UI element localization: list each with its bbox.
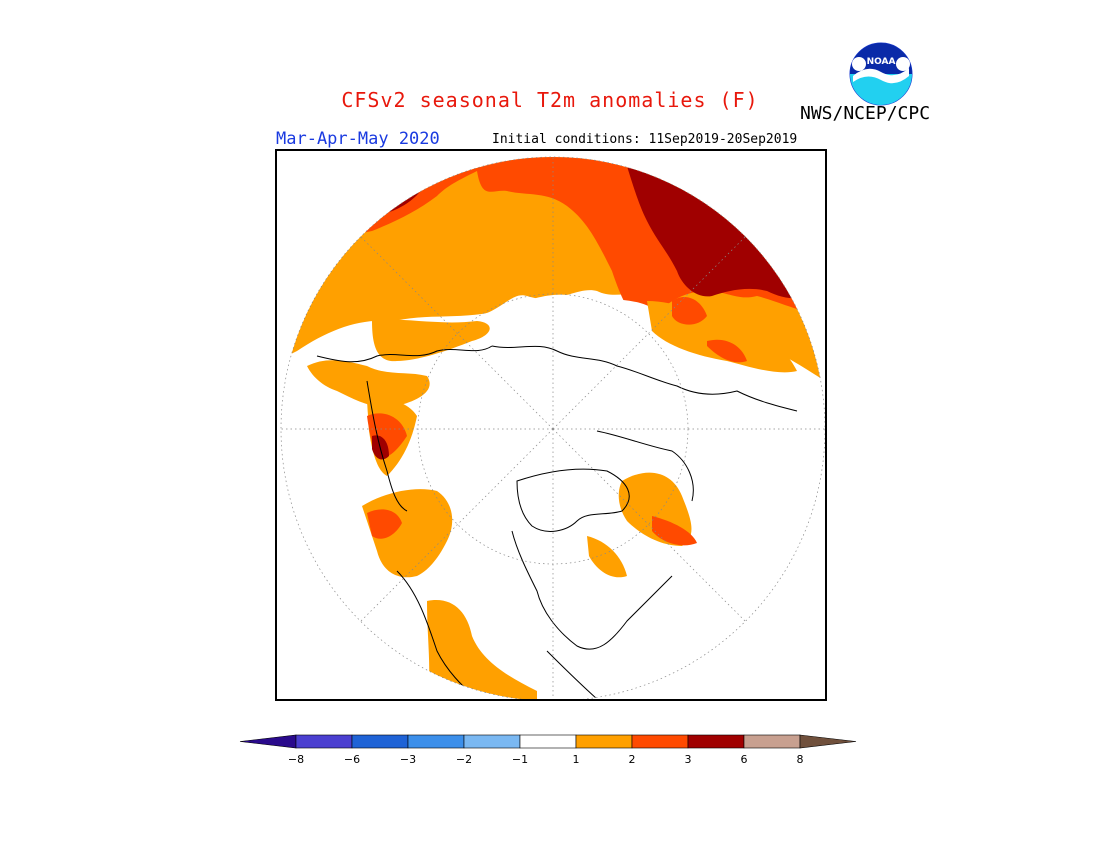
colorbar-bin-2 [351,734,409,749]
anomaly-region-orange-mideast [307,360,430,408]
colorbar-tick-label: −8 [288,753,304,766]
colorbar-tick-label: −1 [512,753,528,766]
graticule [280,156,825,699]
colorbar-tick-label: 3 [685,753,692,766]
colorbar-tick-label: −3 [400,753,416,766]
polar-map [280,156,825,699]
anomaly-region-red-japan [707,339,747,363]
anomaly-region-red-greenland [652,516,697,546]
season-label: Mar-Apr-May 2020 [276,129,440,149]
colorbar-tick-label: 2 [629,753,636,766]
colorbar-bin-5 [519,734,577,749]
colorbar-bin-10 [799,734,857,749]
anomaly-region-orange-western-us [427,600,537,699]
colorbar-bin-9 [743,734,801,749]
colorbar-tick-label: 1 [573,753,580,766]
colorbar-bin-8 [687,734,745,749]
colorbar-bin-1 [295,734,353,749]
colorbar: −8 −6 −3 −2 −1 1 2 3 6 8 [239,734,857,766]
noaa-logo-icon: NOAA [849,42,913,106]
initial-conditions-label: Initial conditions: 11Sep2019-20Sep2019 [492,132,798,147]
colorbar-tick-label: 6 [741,753,748,766]
colorbar-bin-0 [239,734,297,749]
organization-label: NWS/NCEP/CPC [800,103,931,124]
colorbar-bin-6 [575,734,633,749]
anomaly-region-orange-europe [372,319,490,362]
colorbar-tick-label: −2 [456,753,472,766]
colorbar-bin-3 [407,734,465,749]
anomaly-region-orange-canada [587,536,627,578]
anomaly-layer [281,157,825,699]
colorbar-tick-label: −6 [344,753,360,766]
chart-title: CFSv2 seasonal T2m anomalies (F) [341,88,759,112]
map-panel [275,149,827,701]
anomaly-region-red-eastasia [672,296,707,325]
coastlines [316,345,798,699]
colorbar-bin-7 [631,734,689,749]
colorbar-tick-label: 8 [797,753,804,766]
anomaly-region-red-central-america [367,509,402,539]
colorbar-bin-4 [463,734,521,749]
noaa-logo-text: NOAA [867,57,896,67]
